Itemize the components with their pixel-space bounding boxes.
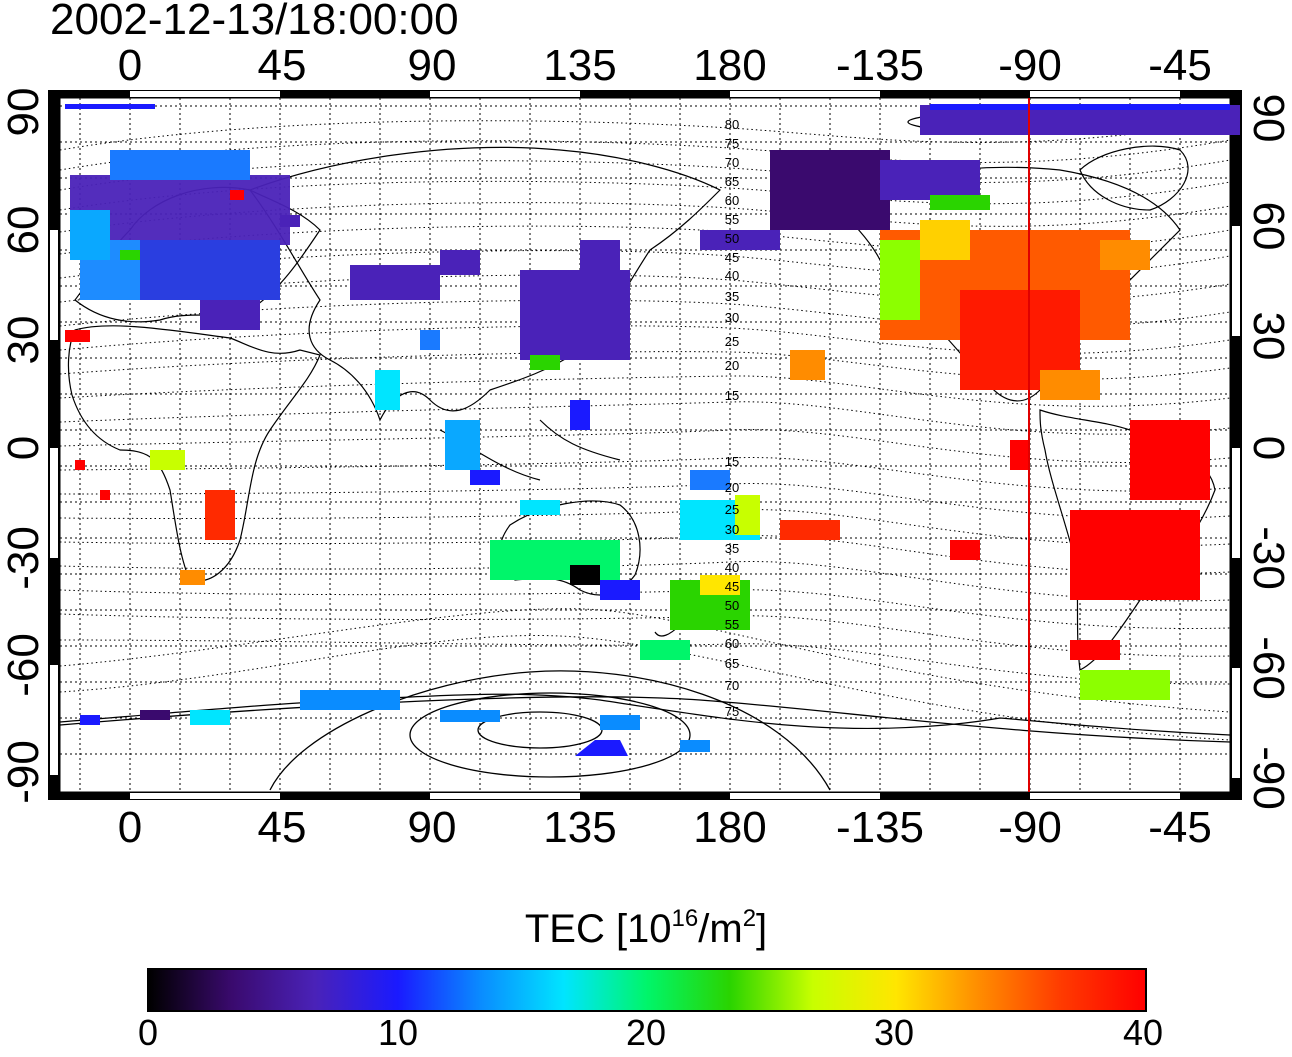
tec-observations [65, 104, 1240, 756]
colorbar-tick: 10 [377, 1012, 419, 1053]
top-lon-tick: 180 [693, 41, 767, 90]
bottom-lon-tick: 90 [407, 803, 457, 852]
svg-text:35: 35 [725, 289, 739, 304]
colorbar-title-prefix: TEC [10 [524, 907, 672, 951]
colorbar-title-suffix: ] [756, 907, 768, 951]
svg-text:30: 30 [725, 310, 739, 325]
colorbar-title-unit-exponent: 2 [742, 905, 757, 932]
top-lon-tick: -45 [1148, 41, 1212, 90]
svg-text:75: 75 [725, 136, 739, 151]
svg-text:40: 40 [725, 268, 739, 283]
bottom-lon-tick: 135 [543, 803, 617, 852]
bottom-lon-tick: -90 [998, 803, 1062, 852]
top-lon-tick: 90 [407, 41, 457, 90]
colorbar-tick: 0 [137, 1012, 159, 1053]
svg-text:45: 45 [725, 250, 739, 265]
svg-text:35: 35 [725, 541, 739, 556]
svg-text:50: 50 [725, 231, 739, 246]
colorbar-title: TEC [1016/m2] [0, 905, 1292, 953]
svg-text:55: 55 [725, 617, 739, 632]
svg-text:45: 45 [725, 579, 739, 594]
colorbar-tick: 40 [1122, 1012, 1164, 1053]
svg-text:25: 25 [725, 502, 739, 517]
svg-text:75: 75 [725, 704, 739, 719]
svg-text:70: 70 [725, 678, 739, 693]
top-lon-tick: 0 [117, 41, 143, 90]
svg-text:70: 70 [725, 155, 739, 170]
contour-labels-south: 15 20 25 30 35 40 45 50 55 60 65 70 75 [725, 454, 739, 719]
bottom-lon-tick: 180 [693, 803, 767, 852]
svg-text:55: 55 [725, 212, 739, 227]
svg-text:40: 40 [725, 560, 739, 575]
colorbar [147, 968, 1147, 1012]
top-lon-tick: -135 [835, 41, 925, 90]
bottom-lon-tick: -135 [835, 803, 925, 852]
svg-text:50: 50 [725, 598, 739, 613]
svg-text:15: 15 [725, 454, 739, 469]
bottom-lon-tick: 0 [117, 803, 143, 852]
graticule [60, 98, 1230, 792]
svg-text:20: 20 [725, 358, 739, 373]
svg-text:60: 60 [725, 193, 739, 208]
top-lon-tick: 45 [257, 41, 307, 90]
top-lon-tick: -90 [998, 41, 1062, 90]
svg-text:80: 80 [725, 117, 739, 132]
bottom-lon-tick: 45 [257, 803, 307, 852]
svg-text:60: 60 [725, 636, 739, 651]
colorbar-tick: 30 [873, 1012, 915, 1053]
svg-text:25: 25 [725, 334, 739, 349]
contour-labels-north: 80 75 70 65 60 55 50 45 40 35 30 25 20 1… [725, 117, 739, 403]
top-lon-tick: 135 [543, 41, 617, 90]
bottom-lon-tick: -45 [1148, 803, 1212, 852]
svg-text:30: 30 [725, 522, 739, 537]
svg-text:65: 65 [725, 174, 739, 189]
colorbar-title-exponent: 16 [671, 905, 699, 932]
map-timestamp: 2002-12-13/18:00:00 [50, 0, 459, 44]
svg-text:15: 15 [725, 388, 739, 403]
svg-text:20: 20 [725, 480, 739, 495]
colorbar-title-unit: /m [698, 907, 743, 951]
colorbar-tick: 20 [625, 1012, 667, 1053]
svg-text:65: 65 [725, 656, 739, 671]
